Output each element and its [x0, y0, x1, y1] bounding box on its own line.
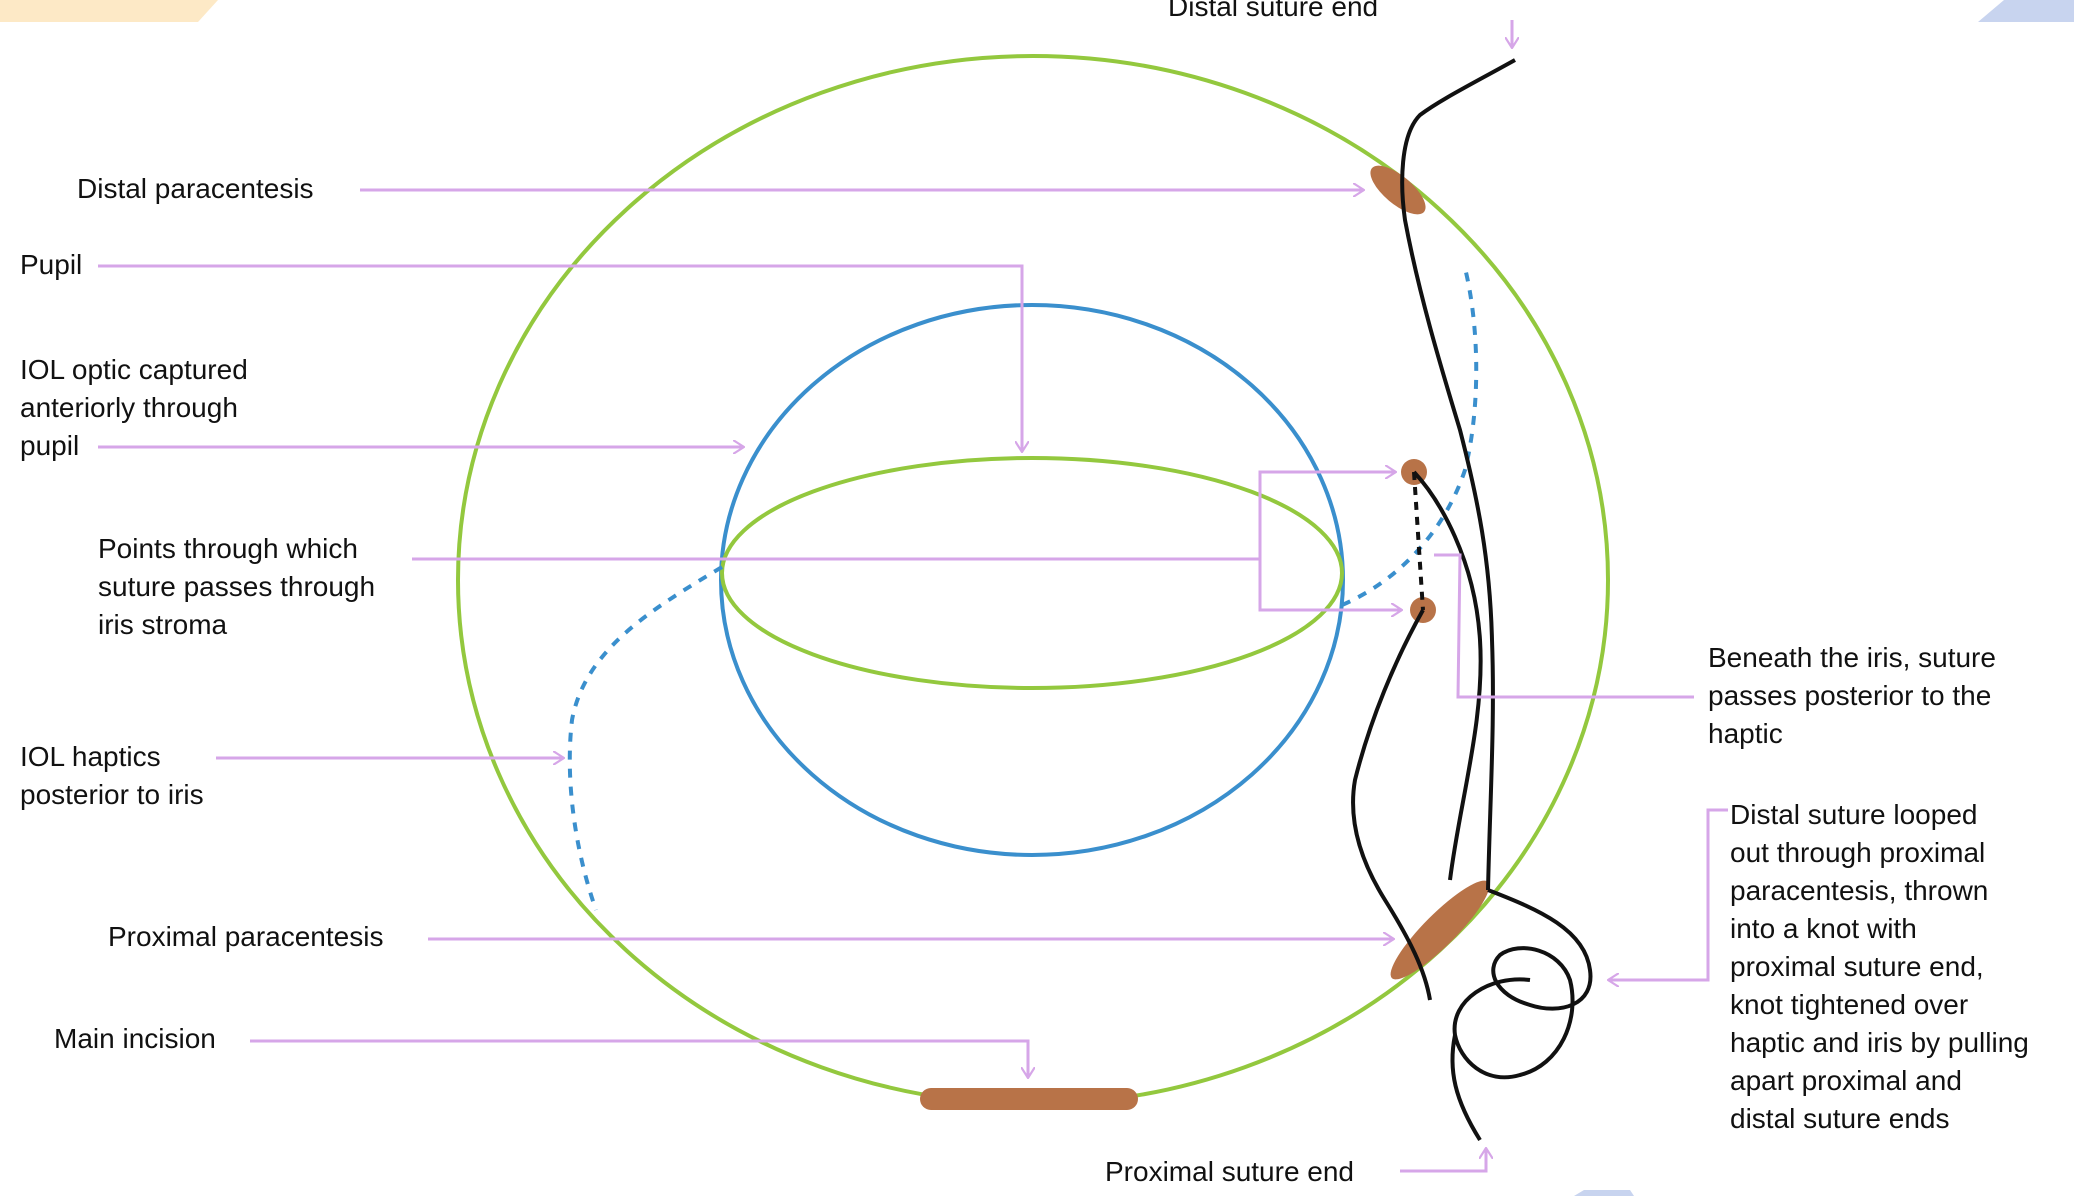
leader-distal-suture-looped	[1608, 808, 1728, 980]
iol-haptic-right	[1341, 267, 1479, 607]
label-proximal-paracentesis: Proximal paracentesis	[108, 921, 384, 952]
label-distal-paracentesis: Distal paracentesis	[77, 173, 314, 204]
leader-main-incision	[250, 1039, 1028, 1078]
distal-paracentesis-mark	[1370, 165, 1426, 215]
label-points-through-iris: Points through which suture passes throu…	[98, 533, 376, 640]
label-iol-optic-captured: IOL optic captured anteriorly through pu…	[20, 354, 248, 461]
label-beneath-iris: Beneath the iris, suture passes posterio…	[1708, 642, 1996, 749]
label-pupil: Pupil	[20, 249, 83, 280]
label-distal-suture-end: Distal suture end	[1168, 0, 1379, 22]
suture-under-iris	[1412, 471, 1425, 611]
label-distal-suture-looped: Distal suture looped out through proxima…	[1730, 799, 2029, 1134]
pupil-circle	[719, 303, 1345, 857]
leader-pupil	[98, 264, 1022, 452]
iol-optic-ellipse	[720, 456, 1344, 690]
proximal-suture-tail	[1450, 1034, 1482, 1142]
proximal-suture-strand	[1351, 609, 1432, 1001]
corner-decoration-top-right	[1978, 0, 2074, 22]
leader-iris-point-upper	[1258, 472, 1396, 559]
label-main-incision: Main incision	[54, 1023, 216, 1054]
iol-haptic-left	[567, 565, 724, 911]
label-iol-haptics: IOL haptics posterior to iris	[20, 741, 204, 810]
corner-decoration-bottom	[1574, 1190, 1634, 1196]
leader-beneath-iris	[1434, 553, 1694, 699]
label-proximal-suture-end: Proximal suture end	[1105, 1156, 1355, 1187]
distal-suture-strand	[1400, 58, 1516, 891]
suture-through-iris	[1412, 470, 1483, 881]
proximal-paracentesis-mark	[1390, 880, 1490, 980]
corner-decoration-top-left	[0, 0, 218, 22]
leader-proximal-suture-end	[1400, 1148, 1486, 1173]
main-incision-mark	[920, 1088, 1138, 1110]
leader-iris-point-lower	[1258, 559, 1402, 610]
